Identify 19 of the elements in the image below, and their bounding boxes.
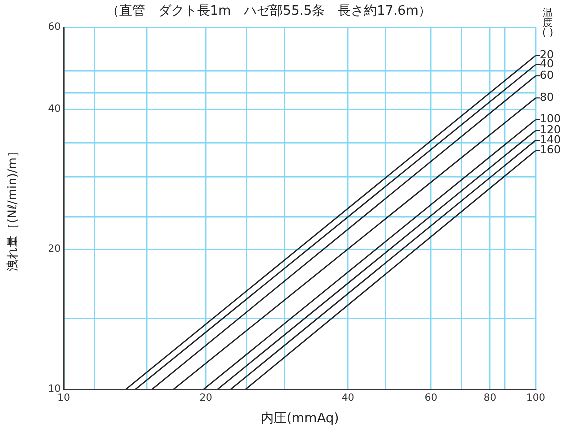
x-axis-title: 内圧(mmAq) xyxy=(260,412,340,427)
legend-label: 40 xyxy=(540,58,554,71)
y-axis-title: 洩れ量［(Nℓ/min)/m］ xyxy=(5,146,20,272)
legend-title: 温度( ) xyxy=(542,7,554,40)
x-tick-label: 20 xyxy=(200,392,212,404)
x-tick-label: 100 xyxy=(526,392,546,404)
legend-label: 80 xyxy=(540,91,554,104)
chart-title: （直管 ダクト長1m ハゼ部55.5条 長さ約17.6m） xyxy=(106,4,432,20)
x-tick-label: 80 xyxy=(484,392,497,404)
legend-label: 60 xyxy=(540,68,554,82)
x-tick-label: 10 xyxy=(58,392,70,404)
legend-label: 100 xyxy=(540,112,561,126)
y-tick-label: 20 xyxy=(48,244,61,256)
x-tick-label: 40 xyxy=(342,392,355,404)
y-tick-label: 40 xyxy=(48,104,61,116)
legend-label: 160 xyxy=(540,144,561,157)
x-tick-label: 60 xyxy=(424,392,438,404)
y-tick-label: 10 xyxy=(48,384,61,395)
y-tick-label: 60 xyxy=(48,22,61,34)
